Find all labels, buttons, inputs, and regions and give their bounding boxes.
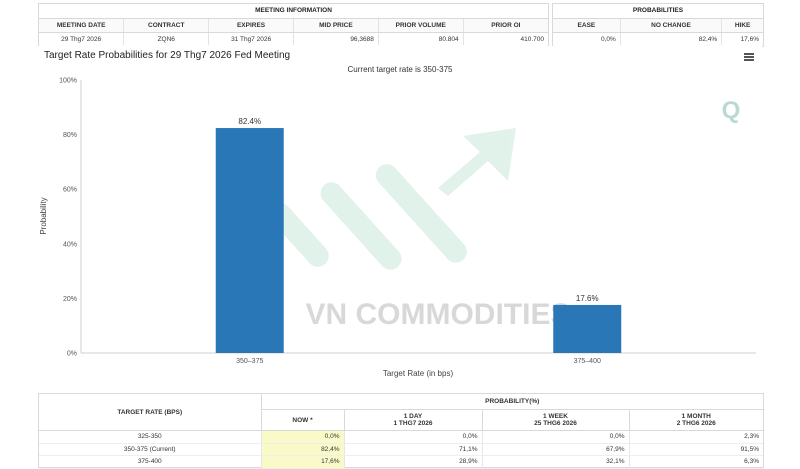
- header-probability-group: PROBABILITY(%): [261, 394, 763, 410]
- header-mid-price: MID PRICE: [293, 19, 379, 33]
- now-cell: 17,6%: [261, 455, 345, 469]
- hamburger-menu-icon[interactable]: [744, 53, 754, 61]
- mid-price-value: 96,3688: [293, 32, 379, 45]
- table-row: 350-375 (Current) 82,4% 71,1% 67,9% 91,5…: [39, 443, 763, 456]
- hike-value: 17,6%: [740, 35, 759, 43]
- x-tick-label: 375–400: [574, 358, 601, 365]
- rate-cell: 325-350: [39, 430, 262, 444]
- header-target-rate: TARGET RATE (BPS): [39, 394, 262, 431]
- month-cell: 6,3%: [629, 455, 763, 469]
- bar-data-label: 82.4%: [238, 117, 261, 126]
- header-contract: CONTRACT: [123, 19, 210, 33]
- day-cell: 71,1%: [344, 443, 483, 456]
- header-hike: HIKE: [721, 19, 763, 33]
- header-1-month: 1 MONTH 2 THG6 2026: [629, 409, 763, 431]
- svg-text:Q: Q: [722, 97, 741, 124]
- chart-subtitle: Current target rate is 350-375: [347, 65, 453, 74]
- header-1-day: 1 DAY 1 THG7 2026: [344, 409, 483, 431]
- y-axis-ticks: 0% 20% 40% 60% 80% 100%: [59, 78, 77, 358]
- header-1-month-line1: 1 MONTH: [681, 413, 711, 420]
- probability-chart: VN COMMODITIES Q 0% 20% 40% 60% 80% 100% 82.4…: [39, 78, 756, 378]
- header-1-day-line1: 1 DAY: [403, 413, 423, 420]
- y-tick-label: 80%: [63, 132, 77, 139]
- header-expires: EXPIRES: [208, 19, 294, 33]
- no-change-value: 82,4%: [620, 32, 723, 45]
- probabilities-title: PROBABILITIES: [553, 4, 763, 19]
- y-tick-label: 100%: [59, 78, 77, 85]
- chart-panel: VN COMMODITIES Q 0% 20% 40% 60% 80% 100% 82.4…: [38, 46, 762, 386]
- bar-2[interactable]: [553, 304, 622, 353]
- expires-value: 31 Thg7 2026: [208, 32, 294, 45]
- header-prior-oi: PRIOR OI: [463, 19, 548, 33]
- now-cell: 82,4%: [261, 443, 345, 456]
- week-cell: 0,0%: [482, 430, 630, 444]
- now-cell: 0,0%: [261, 430, 345, 444]
- prior-oi-value: 410.700: [520, 35, 545, 43]
- bar-data-label: 17.6%: [576, 294, 599, 303]
- month-cell: 2,3%: [629, 430, 763, 444]
- header-1-week-line2: 25 THG6 2026: [534, 420, 577, 427]
- x-tick-label: 350–375: [236, 358, 263, 365]
- month-cell: 91,5%: [629, 443, 763, 456]
- header-1-day-line2: 1 THG7 2026: [393, 420, 433, 427]
- header-no-change: NO CHANGE: [620, 19, 723, 33]
- y-tick-label: 0%: [67, 351, 77, 358]
- header-prior-volume: PRIOR VOLUME: [378, 19, 464, 33]
- week-cell: 32,1%: [482, 455, 630, 469]
- header-ease: EASE: [553, 19, 621, 33]
- bar-1[interactable]: [215, 128, 284, 353]
- meeting-date-value: 29 Thg7 2026: [39, 32, 125, 45]
- table-row: 375-400 17,6% 28,9% 32,1% 6,3%: [39, 455, 763, 469]
- header-now-line1: NOW *: [292, 416, 313, 424]
- day-cell: 28,9%: [344, 455, 483, 469]
- rate-cell: 375-400: [39, 455, 262, 469]
- rate-cell: 350-375 (Current): [39, 443, 262, 456]
- y-tick-label: 20%: [63, 296, 77, 303]
- watermark-text: VN COMMODITIES: [305, 298, 570, 331]
- probabilities-table: EASE NO CHANGE HIKE 0,0% 82,4% 17,6%: [553, 19, 763, 45]
- header-1-month-line2: 2 THG6 2026: [676, 420, 716, 427]
- ease-value: 0,0%: [553, 32, 621, 45]
- header-1-week: 1 WEEK 25 THG6 2026: [482, 409, 630, 431]
- watermark-arrow-graphic: [269, 128, 516, 270]
- probabilities-panel: PROBABILITIES EASE NO CHANGE HIKE 0,0% 8…: [552, 3, 764, 47]
- header-meeting-date: MEETING DATE: [39, 19, 125, 33]
- meeting-information-title: MEETING INFORMATION: [39, 4, 548, 19]
- quikstrike-logo-icon: Q: [722, 97, 741, 124]
- header-1-week-line1: 1 WEEK: [543, 413, 568, 420]
- chart-title: Target Rate Probabilities for 29 Thg7 20…: [44, 50, 291, 61]
- y-axis-title: Probability: [39, 197, 48, 234]
- y-tick-label: 60%: [63, 187, 77, 194]
- contract-value: ZQN6: [123, 32, 210, 45]
- table-row: 325-350 0,0% 0,0% 0,0% 2,3%: [39, 430, 763, 444]
- header-now: NOW *: [261, 409, 345, 431]
- x-axis-title: Target Rate (in bps): [383, 369, 454, 378]
- probability-table: TARGET RATE (BPS) PROBABILITY(%) NOW * 1…: [39, 394, 763, 469]
- y-tick-label: 40%: [63, 241, 77, 248]
- x-axis-ticks: 350–375 375–400: [236, 358, 601, 365]
- week-cell: 67,9%: [482, 443, 630, 456]
- probability-table-panel: TARGET RATE (BPS) PROBABILITY(%) NOW * 1…: [38, 393, 764, 469]
- bars-group: 82.4% 17.6%: [215, 117, 622, 353]
- meeting-information-panel: MEETING INFORMATION MEETING DATE CONTRAC…: [38, 3, 549, 47]
- meeting-information-table: MEETING DATE CONTRACT EXPIRES MID PRICE …: [39, 19, 548, 45]
- day-cell: 0,0%: [344, 430, 483, 444]
- prior-volume-value: 80.804: [378, 32, 464, 45]
